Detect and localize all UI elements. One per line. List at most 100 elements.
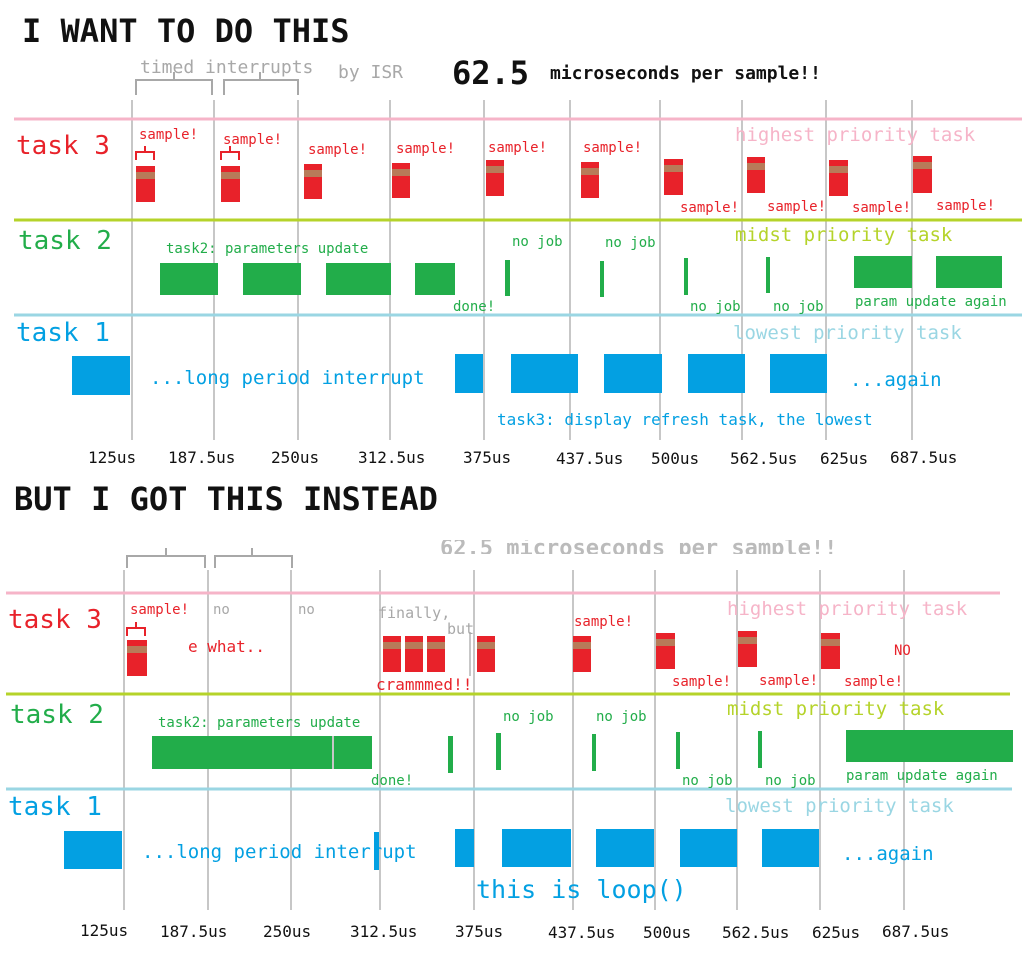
bottom-heading: BUT I GOT THIS INSTEAD xyxy=(14,480,438,518)
sample-band xyxy=(573,642,591,649)
sample-band xyxy=(913,162,932,169)
task2-block xyxy=(326,263,391,295)
sample-band xyxy=(127,646,147,653)
task2-caption: midst priority task xyxy=(735,224,953,246)
top-diagram: I WANT TO DO THIS timed interrupts by IS… xyxy=(14,12,1022,468)
sample-band xyxy=(664,165,683,172)
sample-band xyxy=(392,169,410,176)
sample-band xyxy=(221,172,240,179)
finally-label: finally, xyxy=(378,604,450,622)
sample-label: sample! xyxy=(680,200,739,216)
interrupt-bracket-2 xyxy=(223,72,299,95)
crammed-label: crammmed!! xyxy=(376,675,472,694)
sample-block xyxy=(136,166,155,202)
faded-header: 62.5 microseconds per sample!! xyxy=(440,536,837,561)
top-sample-labels: sample! sample! sample! sample! sample! … xyxy=(139,127,995,216)
tick-label: 437.5us xyxy=(556,449,623,468)
sample-label: sample! xyxy=(396,141,455,157)
task1-block xyxy=(455,829,474,867)
task1-label: task 1 xyxy=(8,792,102,822)
interrupt-bracket-2 xyxy=(214,548,293,568)
sample-label: sample! xyxy=(308,142,367,158)
sample-label: sample! xyxy=(139,127,198,143)
sample-label: sample! xyxy=(759,673,818,689)
sample-label: sample! xyxy=(852,200,911,216)
task1-block xyxy=(762,829,819,867)
sample-label: sample! xyxy=(936,198,995,214)
sample-band xyxy=(383,642,401,649)
tick-label: 437.5us xyxy=(548,923,615,942)
task2-block xyxy=(415,263,455,295)
what-label: e what.. xyxy=(188,637,265,656)
task2-block xyxy=(766,257,770,293)
sample-block xyxy=(405,636,423,672)
sample-band xyxy=(581,168,599,175)
sample-band xyxy=(136,172,155,179)
sample-label: sample! xyxy=(223,132,282,148)
task2-block xyxy=(496,733,501,770)
task1-caption: lowest priority task xyxy=(733,322,962,344)
no-job-label: no job xyxy=(596,709,647,725)
sample-block xyxy=(738,631,757,667)
sample-label: sample! xyxy=(583,140,642,156)
task2-label: task 2 xyxy=(18,226,112,256)
sample-block xyxy=(486,160,504,196)
bottom-task2-labels: task2: parameters update no job no job d… xyxy=(158,709,998,789)
task1-block xyxy=(374,832,379,870)
tick-label: 500us xyxy=(651,449,699,468)
bottom-task1-blocks xyxy=(64,829,819,870)
sample-block xyxy=(392,163,410,198)
top-task3-samples xyxy=(135,146,932,202)
param-again-label: param update again xyxy=(846,768,998,784)
sample-block xyxy=(127,640,147,676)
done-label: done! xyxy=(371,773,413,789)
bottom-task2-blocks xyxy=(152,730,1013,773)
task2-block xyxy=(854,256,912,288)
task2-block xyxy=(152,736,372,769)
sample-block xyxy=(821,633,840,669)
sample-bracket xyxy=(126,622,146,636)
task1-block xyxy=(72,356,130,395)
by-isr-label: by ISR xyxy=(338,62,403,83)
sample-block xyxy=(747,157,765,193)
timed-interrupts-label: timed interrupts xyxy=(140,57,313,78)
sample-block xyxy=(656,633,675,669)
task1-block xyxy=(680,829,737,867)
sample-band xyxy=(747,163,765,170)
top-tick-labels: 125us 187.5us 250us 312.5us 375us 437.5u… xyxy=(88,448,957,468)
tick-label: 687.5us xyxy=(890,448,957,467)
task1-block xyxy=(502,829,571,867)
again-label: ...again xyxy=(842,843,934,865)
bottom-task3-labels: sample! no no e what.. finally, but cram… xyxy=(130,602,911,694)
sample-block xyxy=(581,162,599,198)
tick-label: 250us xyxy=(271,448,319,467)
task2-params-label: task2: parameters update xyxy=(158,715,360,731)
task2-block xyxy=(846,730,1013,762)
no-job-label: no job xyxy=(690,299,741,315)
task2-block xyxy=(505,260,510,296)
sample-block xyxy=(221,166,240,202)
bottom-task3-samples xyxy=(126,622,840,676)
sample-band xyxy=(405,642,423,649)
sample-band xyxy=(486,166,504,173)
tick-label: 375us xyxy=(455,922,503,941)
task2-block xyxy=(684,258,688,295)
loop-label: this is loop() xyxy=(476,875,687,904)
task3-caption: highest priority task xyxy=(727,598,968,620)
bottom-tick-labels: 125us 187.5us 250us 312.5us 375us 437.5u… xyxy=(80,921,949,942)
sample-block xyxy=(913,156,932,193)
done-label: done! xyxy=(453,299,495,315)
tick-label: 562.5us xyxy=(722,923,789,942)
sample-block xyxy=(304,164,322,199)
no-job-label: no job xyxy=(512,234,563,250)
task1-label: task 1 xyxy=(16,318,110,348)
no-label: no xyxy=(298,602,315,618)
sample-band xyxy=(304,170,322,177)
task1-block xyxy=(64,831,122,869)
task3-caption: highest priority task xyxy=(735,124,976,146)
task2-params-label: task2: parameters update xyxy=(166,241,368,257)
no-job-label: no job xyxy=(605,235,656,251)
rate-number: 62.5 xyxy=(452,54,529,92)
sample-block xyxy=(664,159,683,195)
